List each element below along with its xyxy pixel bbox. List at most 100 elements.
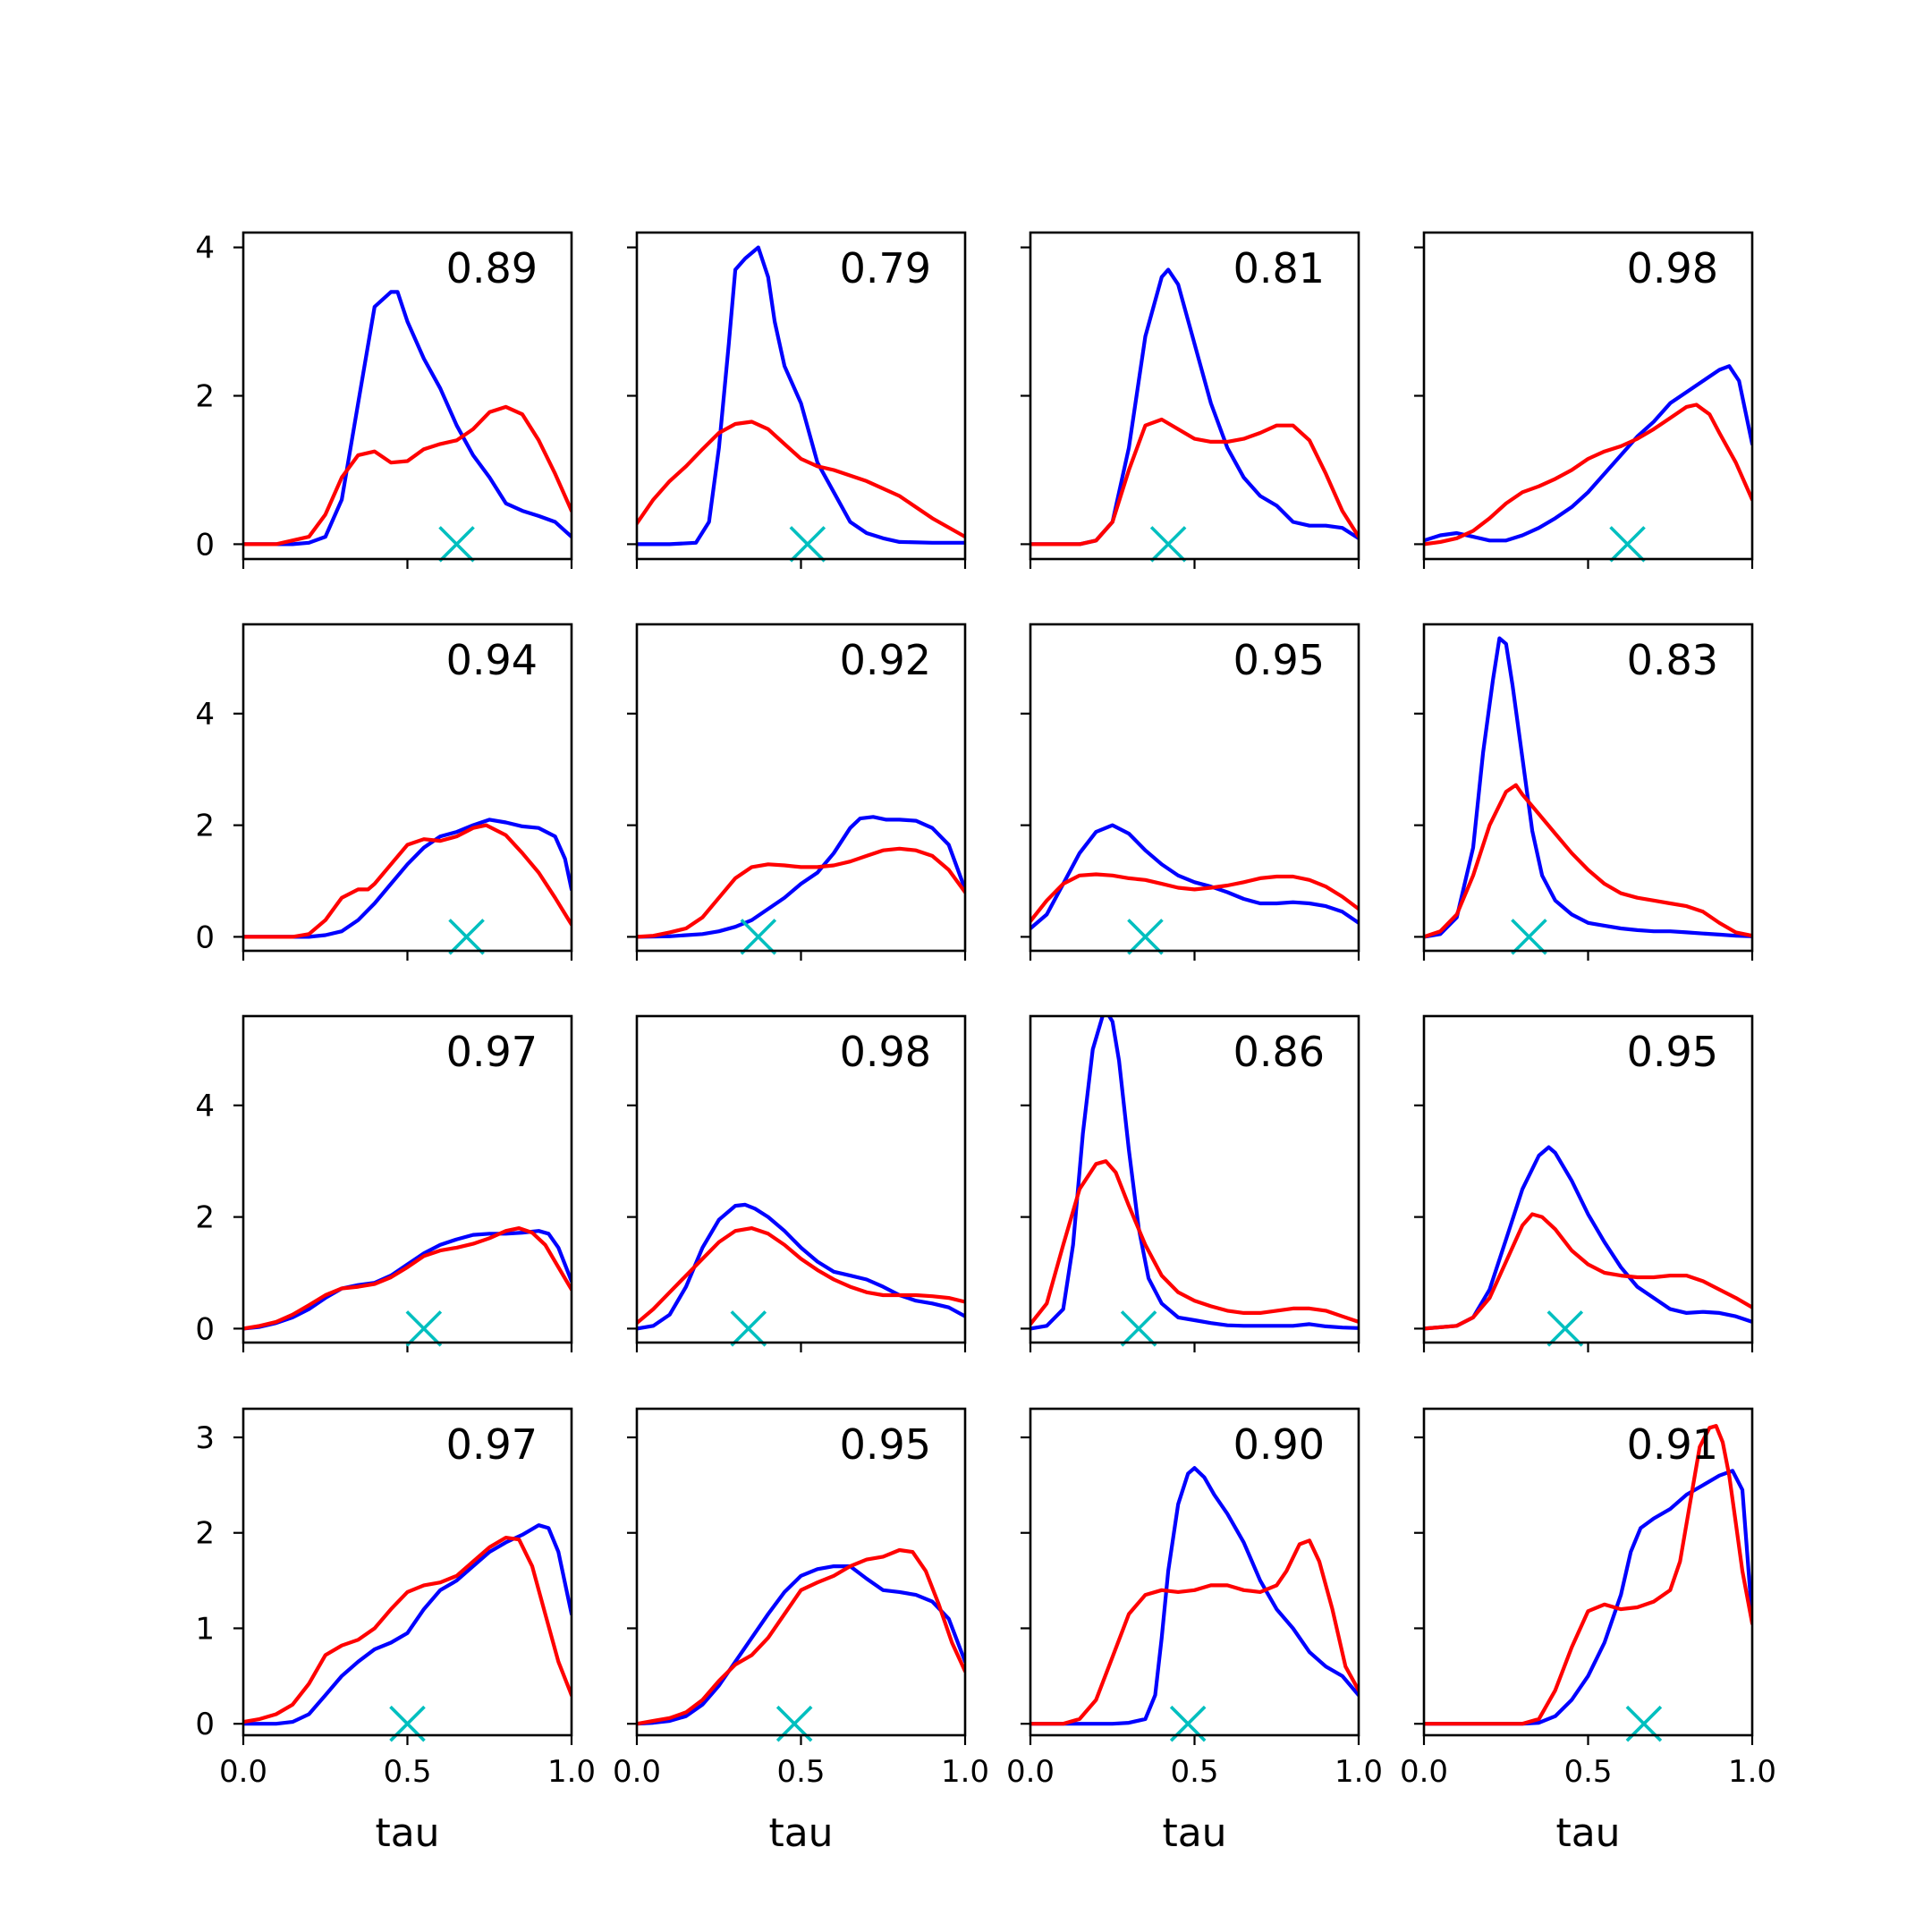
axes-frame xyxy=(1422,1407,1754,1737)
axes-frame xyxy=(635,623,967,953)
cross-marker xyxy=(405,1310,443,1347)
series-line-blue xyxy=(1030,1016,1359,1331)
cross-marker-stroke xyxy=(405,1310,443,1347)
axes-frame xyxy=(1029,231,1360,561)
series-line-blue xyxy=(1424,1145,1752,1331)
axes-frame xyxy=(635,231,967,561)
subplot-annotation: 0.90 xyxy=(1233,1420,1325,1469)
axes-frame xyxy=(1422,623,1754,953)
subplot-8: 0.83 xyxy=(1414,623,1754,961)
cross-marker-stroke xyxy=(438,526,475,563)
subplot-2: 0.79 xyxy=(627,231,967,569)
axes-frame xyxy=(1029,1014,1360,1344)
cross-marker xyxy=(1127,919,1164,955)
subplot-annotation: 0.79 xyxy=(840,244,931,292)
axes-frame xyxy=(242,1407,573,1737)
y-tick-label: 2 xyxy=(195,809,215,844)
series-line-blue xyxy=(1030,823,1359,931)
subplot-annotation: 0.83 xyxy=(1627,636,1718,684)
subplot-annotation: 0.95 xyxy=(840,1420,931,1469)
series-line-red xyxy=(637,1547,965,1726)
subplot-15: 0.0 0.5 1.0 0.90 tau xyxy=(1006,1407,1383,1856)
subplot-3: 0.81 xyxy=(1021,231,1360,569)
series-line-blue xyxy=(243,290,572,547)
subplot-11: 0.86 xyxy=(1021,1014,1360,1352)
subplot-annotation: 0.98 xyxy=(840,1028,931,1076)
axes-frame xyxy=(635,1407,967,1737)
series-line-red xyxy=(637,1226,965,1326)
cross-marker-stroke xyxy=(1511,919,1547,955)
cross-marker xyxy=(1120,1310,1157,1347)
cross-marker-stroke xyxy=(1127,919,1164,955)
y-tick-label: 2 xyxy=(195,1200,215,1236)
cross-marker-stroke xyxy=(1149,526,1187,563)
subplot-14: 0.0 0.5 1.0 0.95 tau xyxy=(613,1407,989,1856)
x-tick-label: 0.5 xyxy=(776,1754,825,1790)
subplot-6: 0.92 xyxy=(627,623,967,961)
y-tick-label: 0 xyxy=(195,1707,215,1742)
x-tick-label: 1.0 xyxy=(547,1754,596,1790)
subplot-5: 0 2 4 0.94 xyxy=(195,623,573,961)
x-axis-label: tau xyxy=(1162,1810,1226,1856)
cross-marker-stroke xyxy=(1609,526,1646,563)
subplot-annotation: 0.91 xyxy=(1627,1420,1718,1469)
cross-marker-stroke xyxy=(1546,1310,1584,1347)
y-tick-label: 4 xyxy=(195,231,215,267)
series-line-blue xyxy=(1030,1466,1359,1726)
cross-marker xyxy=(438,526,475,563)
series-line-blue xyxy=(243,1523,572,1726)
cross-marker xyxy=(1609,526,1646,563)
cross-marker-stroke xyxy=(1120,1310,1157,1347)
subplot-10: 0.98 xyxy=(627,1014,967,1352)
subplot-annotation: 0.97 xyxy=(446,1028,538,1076)
series-line-red xyxy=(637,846,965,939)
series-line-red xyxy=(1030,1538,1359,1726)
cross-marker-stroke xyxy=(730,1310,767,1347)
x-axis-label: tau xyxy=(768,1810,833,1856)
subplot-annotation: 0.92 xyxy=(840,636,931,684)
subplot-annotation: 0.81 xyxy=(1233,244,1325,292)
y-tick-label: 3 xyxy=(195,1420,215,1456)
cross-marker xyxy=(740,919,777,955)
series-line-red xyxy=(1030,417,1359,547)
subplot-annotation: 0.89 xyxy=(446,244,538,292)
y-tick-label: 2 xyxy=(195,379,215,415)
x-tick-label: 1.0 xyxy=(1728,1754,1776,1790)
axes-frame xyxy=(1422,231,1754,561)
cross-marker xyxy=(1149,526,1187,563)
cross-marker-stroke xyxy=(789,526,826,563)
x-tick-label: 0.5 xyxy=(1170,1754,1218,1790)
subplot-annotation: 0.86 xyxy=(1233,1028,1325,1076)
cross-marker-stroke xyxy=(740,919,777,955)
x-axis-label: tau xyxy=(1555,1810,1620,1856)
y-tick-label: 2 xyxy=(195,1516,215,1552)
x-tick-label: 0.5 xyxy=(383,1754,431,1790)
subplot-4: 0.98 xyxy=(1414,231,1754,569)
series-line-red xyxy=(1424,1212,1752,1331)
axes-frame xyxy=(1422,1014,1754,1344)
subplot-13: 0.0 0.5 1.0 0 1 2 3 0.97 tau xyxy=(195,1407,596,1856)
subplot-annotation: 0.95 xyxy=(1233,636,1325,684)
series-line-red xyxy=(1424,1424,1752,1726)
y-tick-label: 4 xyxy=(195,1089,215,1124)
series-line-red xyxy=(1030,872,1359,923)
series-line-red xyxy=(637,419,965,539)
series-line-blue xyxy=(637,245,965,547)
axes-frame xyxy=(1029,623,1360,953)
series-line-blue xyxy=(1030,267,1359,547)
axes-frame xyxy=(242,1014,573,1344)
subplot-annotation: 0.97 xyxy=(446,1420,538,1469)
x-tick-label: 0.0 xyxy=(613,1754,661,1790)
x-tick-label: 1.0 xyxy=(941,1754,989,1790)
x-tick-label: 0.0 xyxy=(1006,1754,1055,1790)
x-axis-label: tau xyxy=(375,1810,439,1856)
y-tick-label: 0 xyxy=(195,919,215,955)
subplot-12: 0.95 xyxy=(1414,1014,1754,1352)
subplot-16: 0.0 0.5 1.0 0.91 tau xyxy=(1400,1407,1776,1856)
y-tick-label: 0 xyxy=(195,527,215,563)
axes-frame xyxy=(242,231,573,561)
subplot-1: 0 2 4 0.89 xyxy=(195,231,573,569)
subplot-annotation: 0.98 xyxy=(1627,244,1718,292)
series-line-red xyxy=(243,823,572,939)
